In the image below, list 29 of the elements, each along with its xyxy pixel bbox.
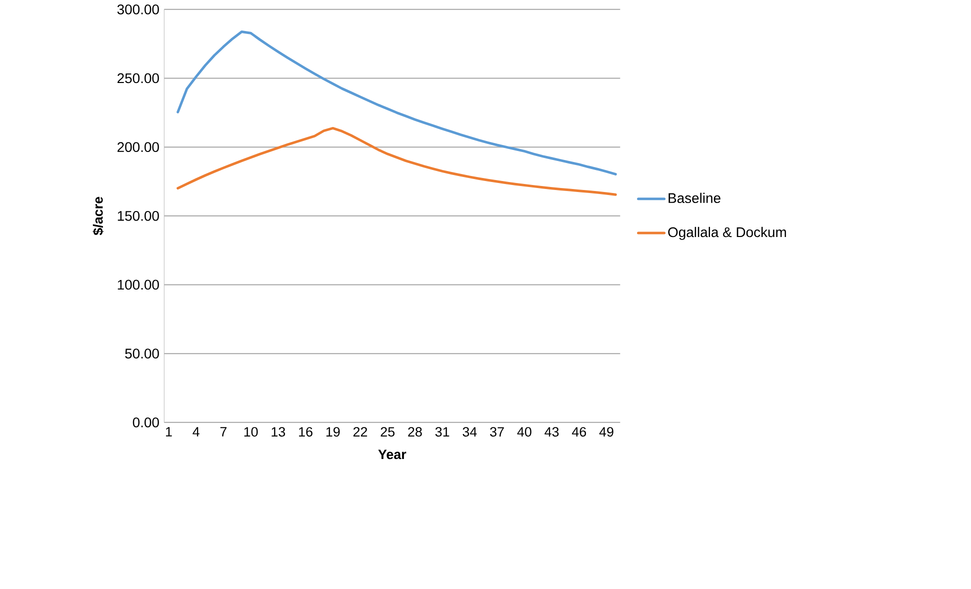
x-tick-label: 25 [380,427,395,437]
y-tick-label: 0.00 [132,417,159,428]
line-series [176,30,617,176]
y-tick-label: 100.00 [118,280,159,290]
x-tick-label: 1 [166,427,172,436]
x-tick-label: 34 [462,427,477,437]
x-tick-label: 43 [544,427,559,437]
x-tick-label: 28 [408,427,422,437]
x-tick-label: 31 [435,427,450,437]
x-tick-label: 46 [572,427,586,437]
y-tick-label: 250.00 [118,73,159,84]
x-axis-title: Year [378,450,406,460]
x-tick-label: 37 [490,427,504,437]
x-tick-label: 16 [299,427,312,437]
x-tick-label: 22 [353,427,368,436]
x-tick-label: 40 [517,427,532,437]
y-tick-label: 150.00 [118,210,159,221]
legend-label: Ogallala & Dockum [668,226,786,240]
y-tick-label: 50.00 [125,348,159,359]
y-tick-label: 300.00 [117,4,159,14]
legend-label: Baseline [668,192,720,204]
x-tick-label: 13 [272,427,286,437]
y-axis-title: $/acre [92,196,104,236]
x-tick-label: 19 [326,427,340,437]
x-tick-label: 4 [192,427,200,436]
y-tick-label: 200.00 [118,142,159,152]
x-tick-label: 10 [244,427,258,437]
x-tick-label: 7 [220,427,227,436]
x-tick-label: 49 [599,427,614,437]
